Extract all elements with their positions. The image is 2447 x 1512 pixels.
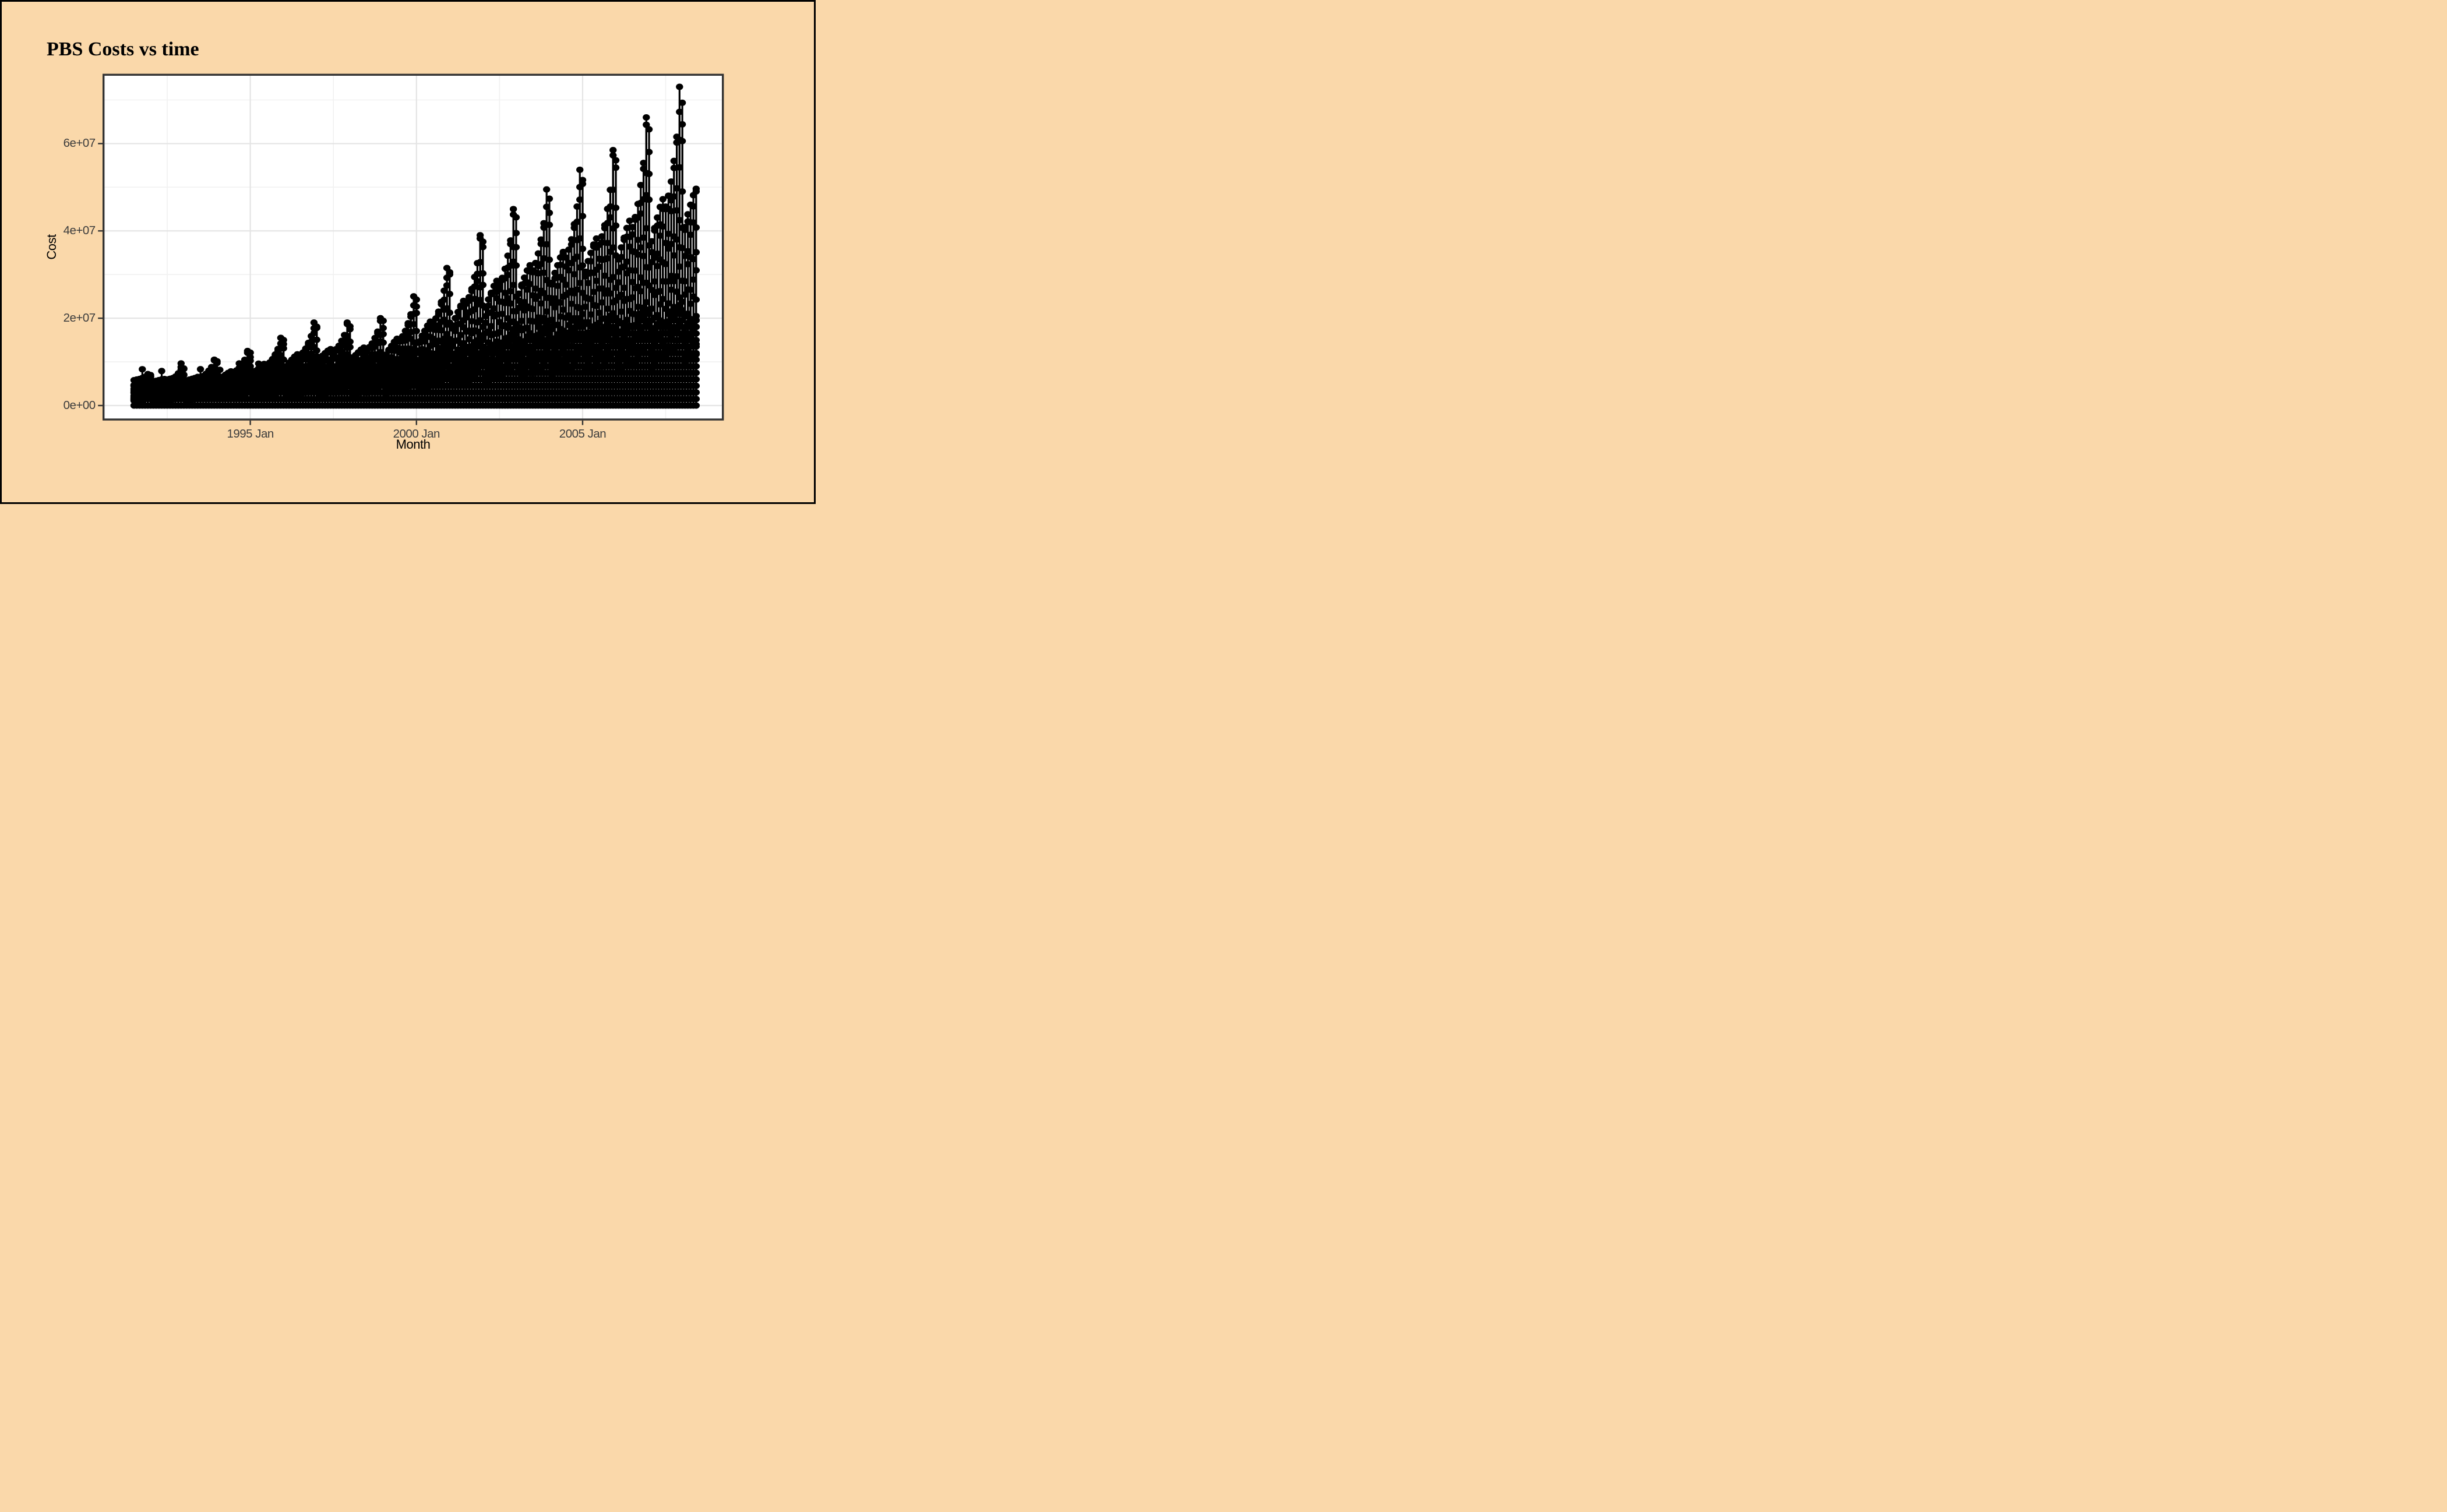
y-tick-label-0: 0e+00	[63, 399, 96, 412]
y-tick-label-1: 2e+07	[63, 311, 96, 325]
x-tick-label-1: 2000 Jan	[393, 427, 440, 440]
x-tick-label-0: 1995 Jan	[227, 427, 274, 440]
y-tick-label-3: 6e+07	[63, 136, 96, 150]
x-axis-title: Month	[396, 437, 431, 452]
chart-plot-area	[0, 0, 816, 504]
y-tick-label-2: 4e+07	[63, 224, 96, 238]
chart-title: PBS Costs vs time	[47, 38, 199, 60]
y-axis-title: Cost	[44, 234, 59, 260]
x-tick-label-2: 2005 Jan	[559, 427, 607, 440]
pbs-costs-figure: PBS Costs vs time Month Cost 0e+00 2e+07 4…	[0, 0, 816, 504]
